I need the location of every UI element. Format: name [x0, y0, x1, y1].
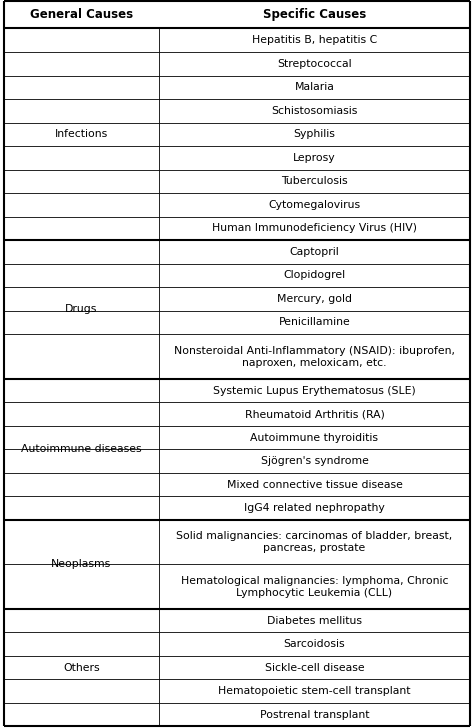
Text: Malaria: Malaria [294, 82, 335, 92]
Text: Infections: Infections [55, 130, 108, 139]
Text: Rheumatoid Arthritis (RA): Rheumatoid Arthritis (RA) [245, 409, 384, 419]
Text: Tuberculosis: Tuberculosis [281, 176, 348, 186]
Text: Penicillamine: Penicillamine [279, 317, 350, 328]
Text: Captopril: Captopril [290, 247, 339, 257]
Text: Solid malignancies: carcinomas of bladder, breast,
pancreas, prostate: Solid malignancies: carcinomas of bladde… [176, 531, 453, 553]
Text: Systemic Lupus Erythematosus (SLE): Systemic Lupus Erythematosus (SLE) [213, 386, 416, 395]
Text: Streptococcal: Streptococcal [277, 59, 352, 68]
Text: Drugs: Drugs [65, 304, 98, 314]
Text: Postrenal transplant: Postrenal transplant [260, 710, 369, 720]
Text: Sjögren's syndrome: Sjögren's syndrome [261, 456, 368, 466]
Text: Syphilis: Syphilis [293, 130, 336, 139]
Text: Mercury, gold: Mercury, gold [277, 294, 352, 304]
Text: Clopidogrel: Clopidogrel [283, 270, 346, 280]
Text: Autoimmune diseases: Autoimmune diseases [21, 444, 142, 454]
Text: Sickle-cell disease: Sickle-cell disease [264, 662, 365, 673]
Text: Hepatitis B, hepatitis C: Hepatitis B, hepatitis C [252, 35, 377, 45]
Text: Diabetes mellitus: Diabetes mellitus [267, 616, 362, 625]
Text: Hematological malignancies: lymphoma, Chronic
Lymphocytic Leukemia (CLL): Hematological malignancies: lymphoma, Ch… [181, 576, 448, 598]
Text: Neoplasms: Neoplasms [51, 559, 111, 569]
Text: General Causes: General Causes [30, 8, 133, 21]
Text: Nonsteroidal Anti-Inflammatory (NSAID): ibuprofen,
naproxen, meloxicam, etc.: Nonsteroidal Anti-Inflammatory (NSAID): … [174, 346, 455, 368]
Text: IgG4 related nephropathy: IgG4 related nephropathy [244, 503, 385, 513]
Text: Human Immunodeficiency Virus (HIV): Human Immunodeficiency Virus (HIV) [212, 223, 417, 234]
Text: Autoimmune thyroiditis: Autoimmune thyroiditis [250, 432, 379, 443]
Text: Sarcoidosis: Sarcoidosis [283, 639, 346, 649]
Text: Cytomegalovirus: Cytomegalovirus [268, 200, 361, 210]
Text: Hematopoietic stem-cell transplant: Hematopoietic stem-cell transplant [218, 687, 411, 696]
Text: Others: Others [63, 662, 100, 673]
Text: Mixed connective tissue disease: Mixed connective tissue disease [227, 480, 402, 490]
Text: Schistosomiasis: Schistosomiasis [271, 106, 358, 116]
Text: Specific Causes: Specific Causes [263, 8, 366, 21]
Text: Leprosy: Leprosy [293, 153, 336, 163]
